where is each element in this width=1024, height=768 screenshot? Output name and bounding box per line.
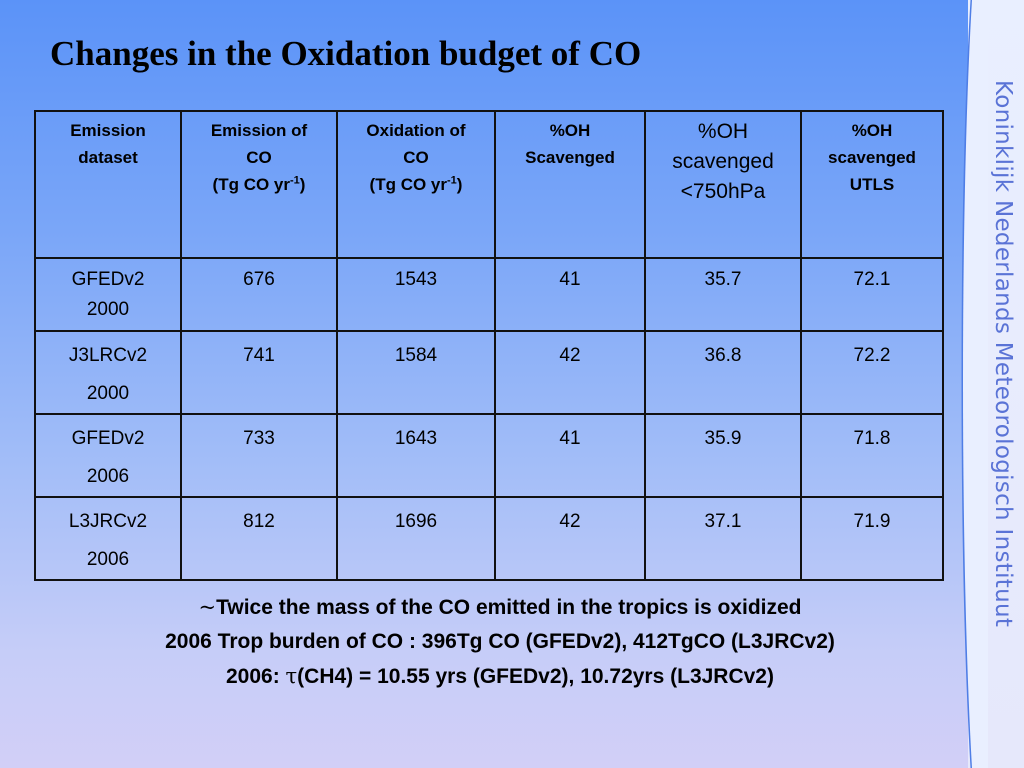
- oxidation-budget-table: Emission dataset Emission of CO (Tg CO y…: [34, 110, 944, 581]
- summary-line-3: 2006: τ(CH4) = 10.55 yrs (GFEDv2), 10.72…: [226, 664, 774, 688]
- tau-symbol: τ: [285, 664, 298, 688]
- oh-utls-cell: 72.1: [800, 257, 944, 332]
- summary-block: ~Twice the mass of the CO emitted in the…: [36, 590, 964, 694]
- emission-cell: 741: [180, 330, 338, 415]
- emission-cell: 733: [180, 413, 338, 498]
- header-oh-scavenged-750hpa: %OH scavenged <750hPa: [644, 110, 802, 259]
- oh-utls-cell: 72.2: [800, 330, 944, 415]
- oh-utls-cell: 71.9: [800, 496, 944, 581]
- table-row: J3LRCv2 2000 741 1584 42 36.8 72.2: [34, 330, 944, 415]
- oh-750hpa-cell: 35.7: [644, 257, 802, 332]
- dataset-cell: GFEDv2 2006: [34, 413, 182, 498]
- header-oh-scavenged-utls: %OH scavenged UTLS: [800, 110, 944, 259]
- oxidation-cell: 1643: [336, 413, 496, 498]
- table-row: GFEDv2 2006 733 1643 41 35.9 71.8: [34, 413, 944, 498]
- oh-750hpa-cell: 36.8: [644, 330, 802, 415]
- header-emission-of-co: Emission of CO (Tg CO yr-1): [180, 110, 338, 259]
- table-header-row: Emission dataset Emission of CO (Tg CO y…: [34, 110, 944, 259]
- table-row: GFEDv2 2000 676 1543 41 35.7 72.1: [34, 257, 944, 332]
- emission-cell: 676: [180, 257, 338, 332]
- side-curve-decoration: [961, 0, 988, 768]
- knmi-side-logo-text: Koninklijk Nederlands Meteorologisch Ins…: [990, 80, 1016, 628]
- oh-scavenged-cell: 42: [494, 330, 646, 415]
- oh-scavenged-cell: 42: [494, 496, 646, 581]
- summary-line-1: ~Twice the mass of the CO emitted in the…: [198, 595, 802, 619]
- oxidation-cell: 1543: [336, 257, 496, 332]
- dataset-cell: J3LRCv2 2000: [34, 330, 182, 415]
- oh-scavenged-cell: 41: [494, 257, 646, 332]
- oxidation-cell: 1584: [336, 330, 496, 415]
- oh-scavenged-cell: 41: [494, 413, 646, 498]
- oh-utls-cell: 71.8: [800, 413, 944, 498]
- oh-750hpa-cell: 37.1: [644, 496, 802, 581]
- header-oh-scavenged: %OH Scavenged: [494, 110, 646, 259]
- summary-line-2: 2006 Trop burden of CO : 396Tg CO (GFEDv…: [165, 630, 835, 653]
- oh-750hpa-cell: 35.9: [644, 413, 802, 498]
- tilde-symbol: ~: [198, 595, 217, 619]
- oxidation-cell: 1696: [336, 496, 496, 581]
- table-row: L3JRCv2 2006 812 1696 42 37.1 71.9: [34, 496, 944, 581]
- header-oxidation-of-co: Oxidation of CO (Tg CO yr-1): [336, 110, 496, 259]
- dataset-cell: L3JRCv2 2006: [34, 496, 182, 581]
- slide-title: Changes in the Oxidation budget of CO: [50, 34, 642, 73]
- dataset-cell: GFEDv2 2000: [34, 257, 182, 332]
- emission-cell: 812: [180, 496, 338, 581]
- header-emission-dataset: Emission dataset: [34, 110, 182, 259]
